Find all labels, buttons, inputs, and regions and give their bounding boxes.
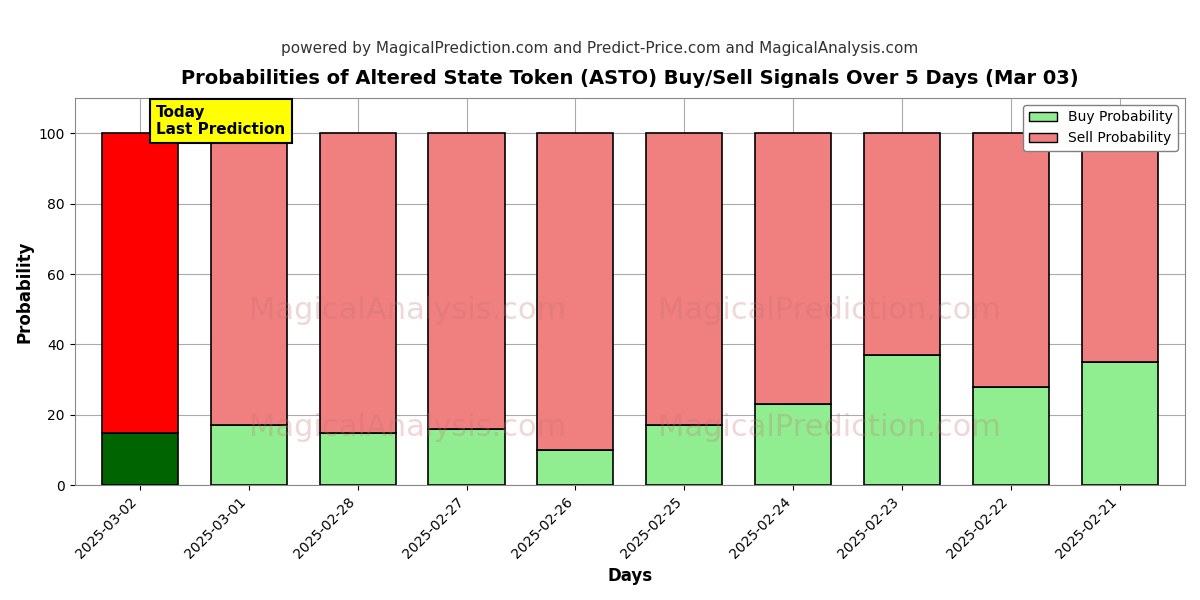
Bar xyxy=(428,133,505,429)
Bar xyxy=(211,425,287,485)
Text: MagicalAnalysis.com: MagicalAnalysis.com xyxy=(250,413,566,442)
Legend: Buy Probability, Sell Probability: Buy Probability, Sell Probability xyxy=(1024,105,1178,151)
Bar xyxy=(646,425,722,485)
Bar xyxy=(102,133,178,433)
Bar xyxy=(211,133,287,425)
X-axis label: Days: Days xyxy=(607,567,653,585)
Text: MagicalPrediction.com: MagicalPrediction.com xyxy=(659,413,1001,442)
Text: Today
Last Prediction: Today Last Prediction xyxy=(156,105,286,137)
Bar xyxy=(319,133,396,433)
Bar xyxy=(864,355,940,485)
Bar xyxy=(864,133,940,355)
Bar xyxy=(1081,362,1158,485)
Bar xyxy=(1081,133,1158,362)
Bar xyxy=(755,404,832,485)
Bar xyxy=(538,133,613,450)
Bar xyxy=(538,450,613,485)
Text: MagicalAnalysis.com: MagicalAnalysis.com xyxy=(250,296,566,325)
Bar xyxy=(319,433,396,485)
Bar xyxy=(428,429,505,485)
Text: MagicalPrediction.com: MagicalPrediction.com xyxy=(659,296,1001,325)
Title: Probabilities of Altered State Token (ASTO) Buy/Sell Signals Over 5 Days (Mar 03: Probabilities of Altered State Token (AS… xyxy=(181,69,1079,88)
Bar xyxy=(755,133,832,404)
Y-axis label: Probability: Probability xyxy=(16,241,34,343)
Bar xyxy=(102,433,178,485)
Text: powered by MagicalPrediction.com and Predict-Price.com and MagicalAnalysis.com: powered by MagicalPrediction.com and Pre… xyxy=(281,40,919,55)
Bar xyxy=(973,387,1049,485)
Bar xyxy=(973,133,1049,387)
Bar xyxy=(646,133,722,425)
